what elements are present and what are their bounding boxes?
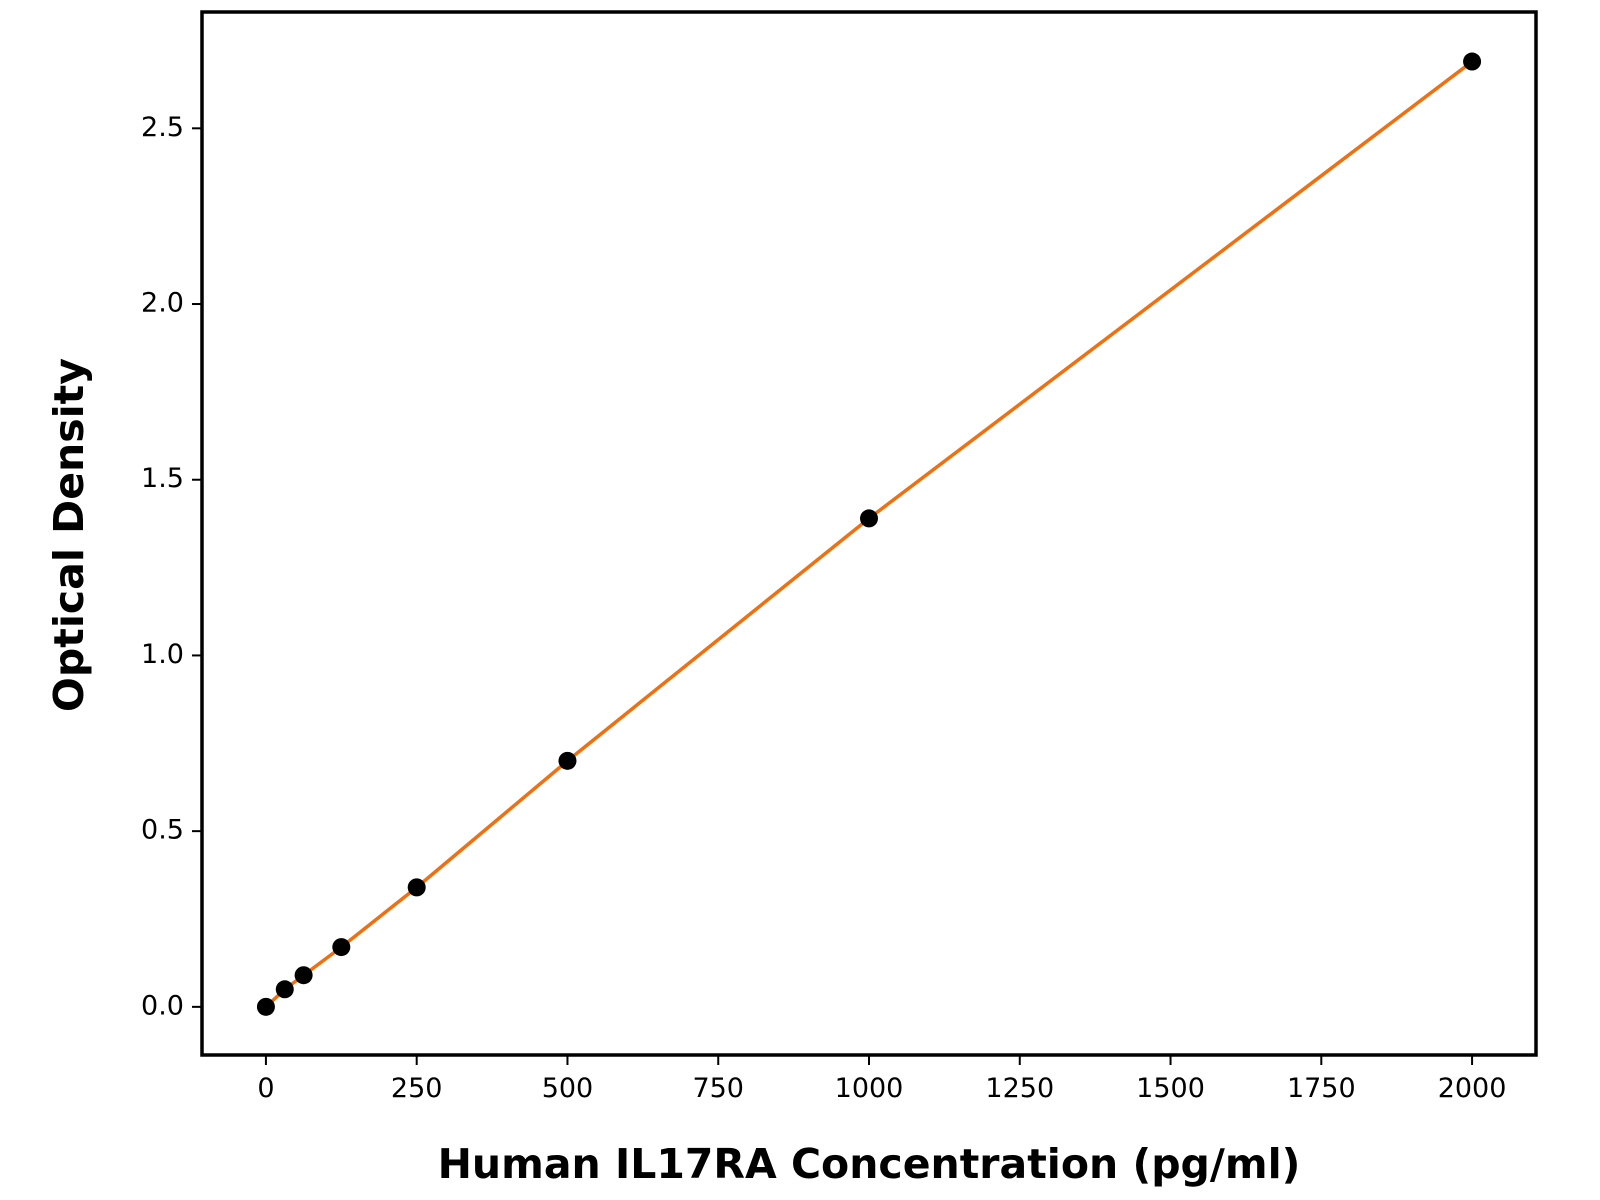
data-point (256, 997, 275, 1016)
x-tick-label: 250 (391, 1073, 443, 1104)
y-tick-label: 0.0 (141, 990, 184, 1021)
data-point (275, 980, 294, 999)
y-tick-label: 2.0 (141, 288, 184, 319)
y-tick-label: 0.5 (141, 815, 184, 846)
x-tick-label: 500 (542, 1073, 594, 1104)
y-tick-label: 1.5 (141, 463, 184, 494)
data-point (407, 878, 426, 897)
y-tick-label: 1.0 (141, 639, 184, 670)
y-axis-label: Optical Density (45, 358, 93, 712)
data-point (1463, 52, 1482, 71)
y-tick-label: 2.5 (141, 112, 184, 143)
x-tick-label: 750 (692, 1073, 744, 1104)
plot-frame (200, 10, 1538, 1057)
data-point (860, 509, 878, 528)
x-tick-label: 1750 (1287, 1073, 1356, 1104)
x-tick-label: 1500 (1136, 1073, 1205, 1104)
x-axis-label: Human IL17RA Concentration (pg/ml) (438, 1140, 1301, 1188)
x-tick-label: 1250 (985, 1073, 1054, 1104)
data-point (294, 966, 313, 985)
x-tick-label: 0 (257, 1073, 274, 1104)
x-tick-label: 2000 (1438, 1073, 1507, 1104)
x-tick-label: 1000 (835, 1073, 904, 1104)
fit-line (264, 60, 1474, 1009)
data-point (332, 938, 351, 957)
data-point (558, 751, 577, 770)
